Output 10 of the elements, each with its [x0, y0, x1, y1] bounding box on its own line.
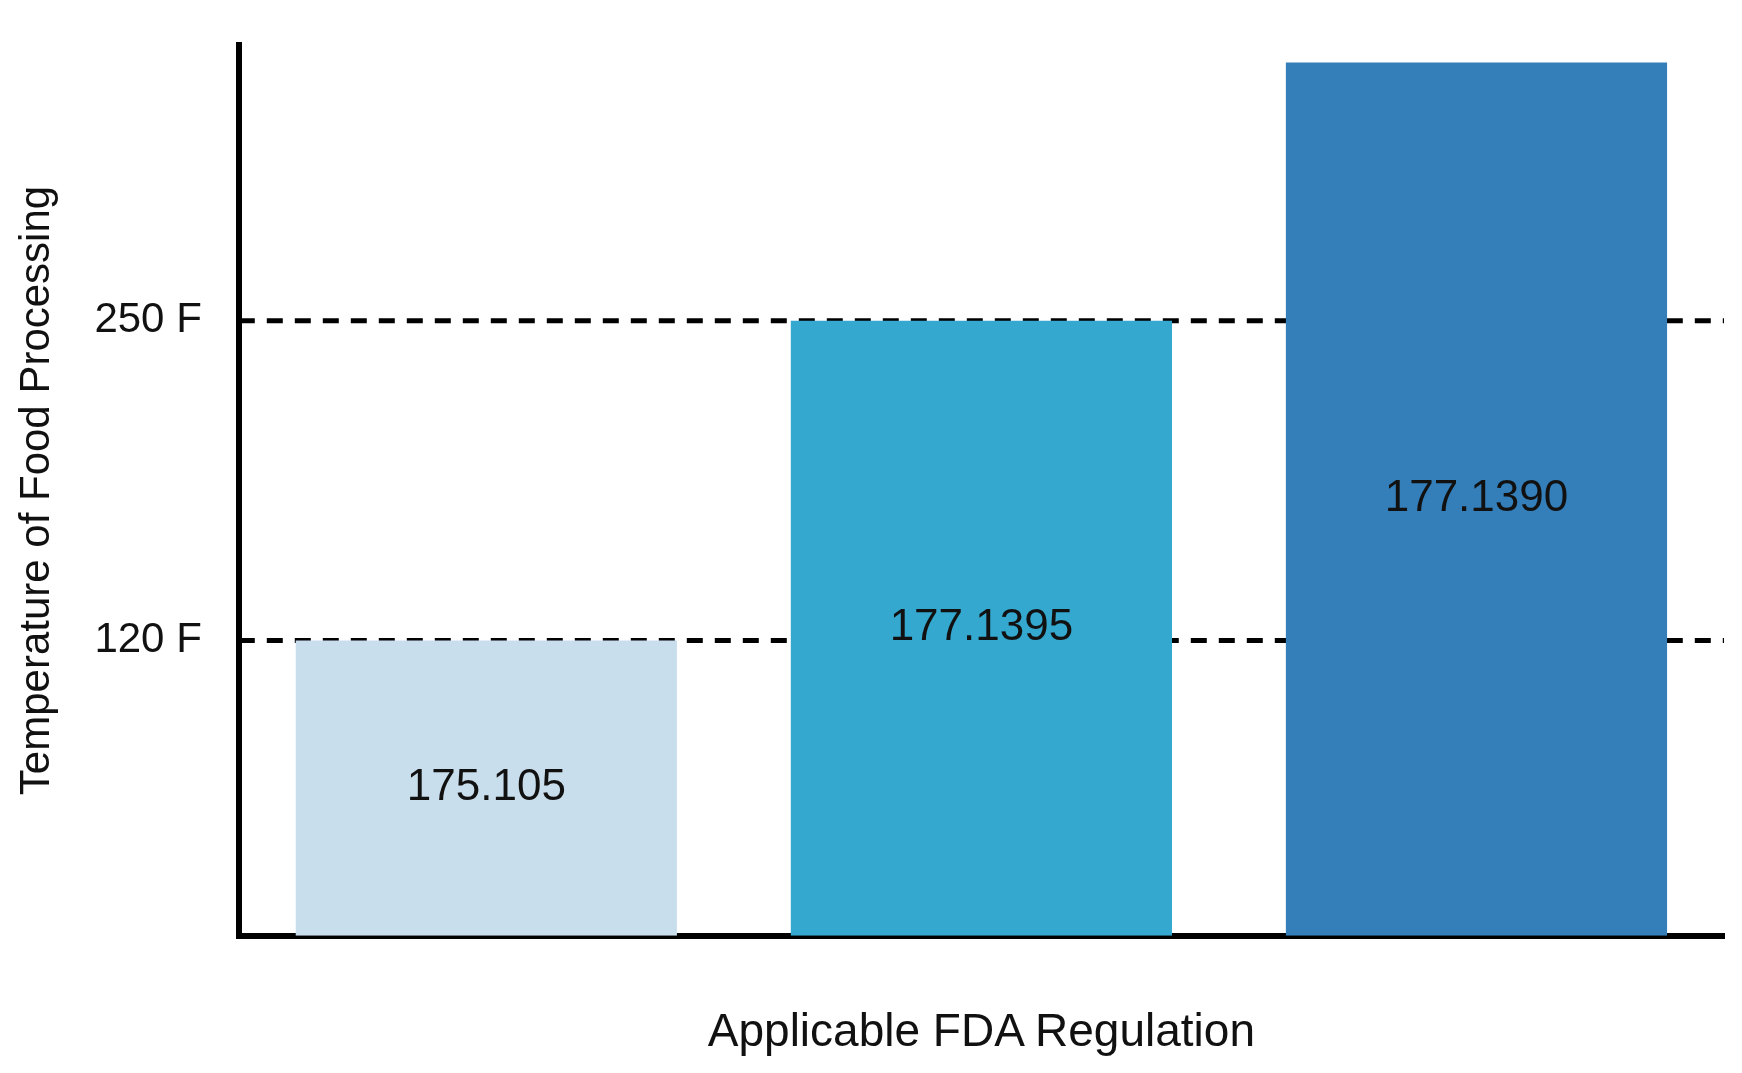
- x-axis-title: Applicable FDA Regulation: [707, 1004, 1256, 1057]
- x-tick-label: 175.105: [406, 760, 566, 810]
- bar: [1285, 62, 1668, 936]
- x-tick-label: 177.1390: [1384, 471, 1569, 521]
- bar: [295, 640, 677, 936]
- x-tick-label: 177.1395: [889, 600, 1074, 650]
- y-tick-label: 250 F: [94, 294, 202, 342]
- y-tick-label: 120 F: [94, 614, 202, 662]
- y-axis-title: Temperature of Food Processing: [10, 185, 58, 796]
- bar: [790, 320, 1172, 936]
